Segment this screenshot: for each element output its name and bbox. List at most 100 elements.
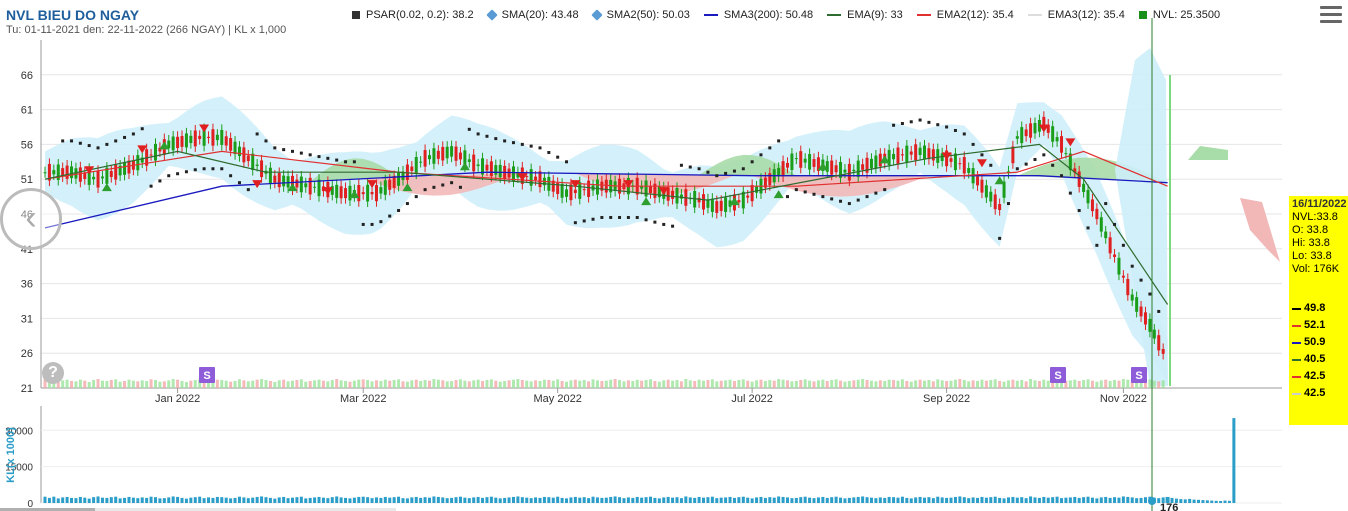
candle-body (176, 136, 180, 149)
volume-bar (618, 497, 622, 503)
question-icon[interactable]: ? (42, 362, 64, 384)
candle-body (171, 136, 175, 151)
inline-volume-bar (1015, 380, 1019, 388)
candle-body (87, 168, 91, 185)
psar-dot (131, 132, 135, 136)
psar-dot (273, 146, 277, 150)
volume-bar (1055, 496, 1059, 503)
candle-body (70, 166, 74, 179)
volume-bar (626, 497, 630, 503)
volume-bar (96, 496, 100, 503)
hamburger-menu-icon[interactable] (1320, 6, 1342, 24)
inline-volume-bar (498, 381, 502, 388)
volume-bar (87, 498, 91, 503)
inline-volume-bar (675, 380, 679, 388)
inline-volume-bar (123, 381, 127, 388)
volume-bar (852, 497, 856, 503)
inline-volume-bar (936, 379, 940, 388)
candle-body (370, 191, 374, 195)
candle-body (198, 135, 202, 140)
legend-item[interactable]: EMA2(12): 35.4 (916, 9, 1014, 21)
inline-volume-bar (1157, 381, 1161, 388)
candle-body (666, 187, 670, 201)
inline-volume-bar (339, 380, 343, 388)
psar-dot (96, 146, 100, 150)
x-tick-label: Nov 2022 (1100, 393, 1147, 405)
volume-bar (198, 496, 202, 503)
psar-dot (1006, 202, 1010, 206)
candle-body (755, 186, 759, 193)
legend-swatch (916, 14, 931, 16)
inline-volume-bar (582, 380, 586, 388)
inline-volume-bar (856, 379, 860, 388)
volume-bar (472, 497, 476, 503)
inline-volume-bar (538, 381, 542, 388)
inline-volume-bar (803, 379, 807, 388)
inline-volume-bar (361, 379, 365, 388)
x-tick-label: Jul 2022 (731, 393, 773, 405)
volume-bar (892, 497, 896, 503)
inline-volume-bar (255, 379, 259, 388)
inline-volume-bar (551, 380, 555, 388)
candle-body (193, 130, 197, 147)
legend-item[interactable]: EMA3(12): 35.4 (1027, 9, 1125, 21)
chevron-left-icon[interactable]: ‹ (0, 188, 62, 250)
volume-bar (777, 496, 781, 503)
inline-volume-bar (953, 379, 957, 388)
candle-body (233, 141, 237, 155)
legend-item[interactable]: SMA(20): 43.48 (485, 9, 579, 21)
psar-dot (830, 197, 834, 201)
tooltip-level-value: 42.5 (1304, 370, 1326, 382)
inline-volume-bar (211, 381, 215, 388)
inline-volume-bar (1090, 380, 1094, 388)
tooltip-vol: Vol: 176K (1292, 263, 1340, 275)
volume-bar (569, 497, 573, 503)
volume-bar (1082, 497, 1086, 503)
inline-volume-bar (1108, 381, 1112, 388)
candle-body (167, 140, 171, 149)
volume-bar (843, 498, 847, 503)
inline-volume-bar (763, 381, 767, 388)
candle-body (441, 146, 445, 161)
candle-body (1082, 183, 1086, 193)
volume-bar (1117, 497, 1121, 503)
candle-body (847, 163, 851, 181)
crosshair-dot (1148, 497, 1156, 505)
psar-dot (918, 118, 922, 122)
psar-dot (485, 134, 489, 138)
inline-volume-bar (370, 381, 374, 388)
inline-volume-bar (927, 380, 931, 388)
volume-bar (931, 498, 935, 503)
candle-body (344, 188, 348, 199)
volume-bar (1210, 500, 1214, 503)
volume-bar (918, 496, 922, 503)
inline-volume-bar (529, 381, 533, 388)
inline-volume-bar (604, 380, 608, 388)
psar-dot (167, 174, 171, 178)
inline-volume-bar (750, 381, 754, 388)
candle-body (348, 185, 352, 201)
legend-item[interactable]: SMA2(50): 50.03 (591, 9, 690, 21)
volume-bar (326, 498, 330, 503)
psar-dot (299, 151, 303, 155)
candle-body (976, 176, 980, 186)
candle-body (268, 167, 272, 184)
candle-body (295, 179, 299, 188)
volume-bar (202, 498, 206, 503)
psar-dot (644, 218, 648, 222)
inline-volume-bar (105, 381, 109, 388)
legend-item[interactable]: SMA3(200): 50.48 (703, 9, 813, 21)
candle-body (923, 145, 927, 160)
legend-item[interactable]: NVL: 25.3500 (1138, 9, 1220, 21)
candle-body (1130, 294, 1134, 301)
legend-item[interactable]: PSAR(0.02, 0.2): 38.2 (352, 9, 474, 21)
volume-bar (640, 497, 644, 503)
candle-body (967, 168, 971, 173)
legend-label: SMA(20): 43.48 (501, 9, 579, 21)
volume-bar (211, 497, 215, 503)
inline-volume-bar (976, 381, 980, 388)
legend-item[interactable]: EMA(9): 33 (827, 9, 903, 21)
signal-badge (199, 367, 215, 383)
volume-bar (1033, 497, 1037, 503)
